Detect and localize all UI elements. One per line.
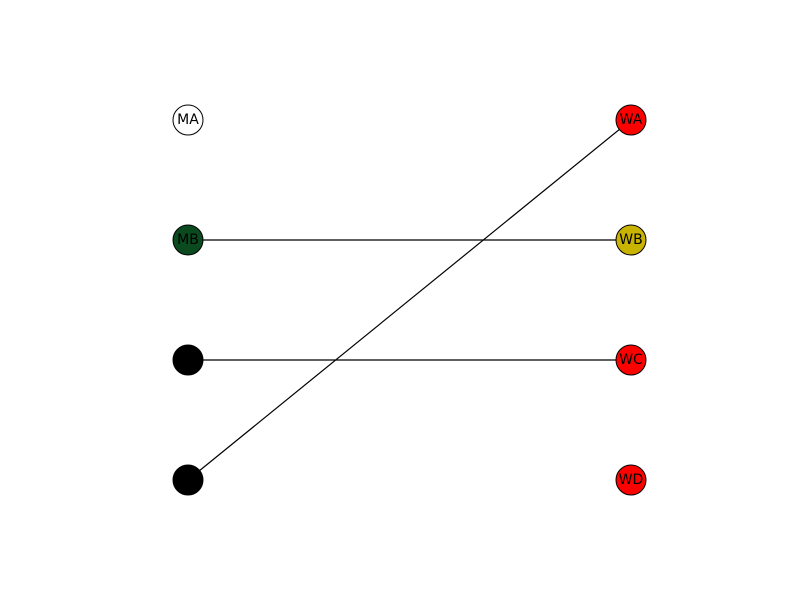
- node-wb: WB: [615, 224, 647, 256]
- node-ma: MA: [172, 104, 204, 136]
- node-wc: WC: [615, 344, 647, 376]
- node-circle: [615, 344, 647, 376]
- node-circle: [615, 464, 647, 496]
- node-label: WB: [619, 232, 642, 248]
- node-circle: [172, 224, 204, 256]
- node-wd: WD: [615, 464, 647, 496]
- node-circle: [172, 464, 204, 496]
- node-circle: [172, 344, 204, 376]
- node-label: MB: [177, 232, 199, 248]
- node-label: MA: [177, 112, 199, 128]
- node-wa: WA: [615, 104, 647, 136]
- node-label: WA: [620, 112, 643, 128]
- node-label: WD: [619, 472, 644, 488]
- node-circle: [615, 104, 647, 136]
- edge-md-wa: [187, 119, 632, 481]
- node-circle: [172, 104, 204, 136]
- edges-layer: [187, 119, 632, 481]
- node-label: WC: [619, 352, 643, 368]
- node-circle: [615, 224, 647, 256]
- nodes-layer: MA MB WA WB WC WD: [172, 104, 647, 496]
- node-md: [172, 464, 204, 496]
- node-mb: MB: [172, 224, 204, 256]
- node-mc: [172, 344, 204, 376]
